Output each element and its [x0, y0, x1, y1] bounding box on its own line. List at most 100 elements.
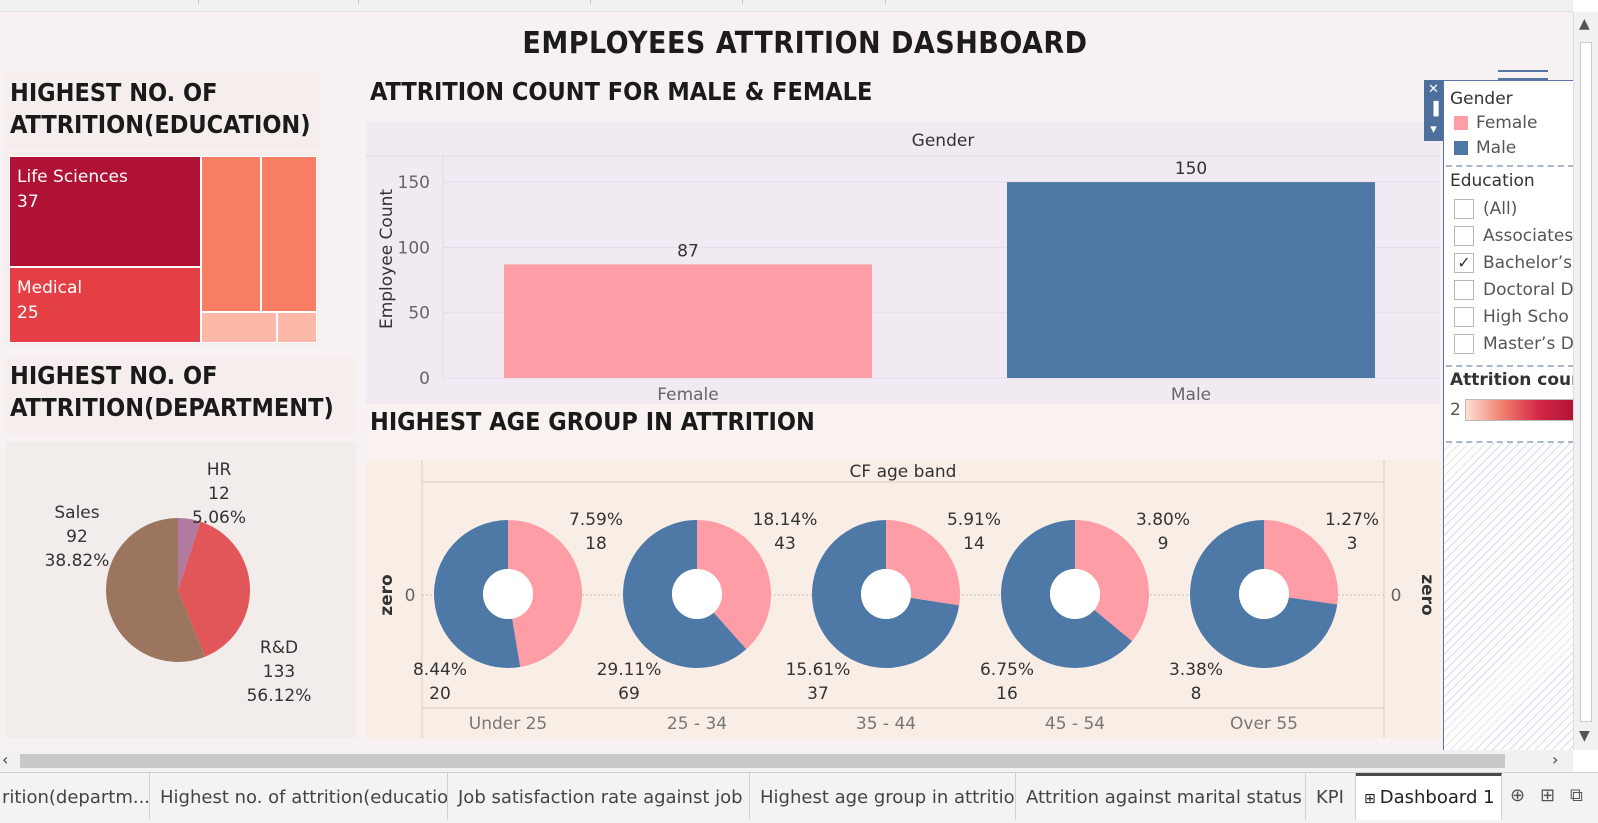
checkbox-checked[interactable]: ✓	[1454, 253, 1474, 273]
donut-slice-female[interactable]	[886, 520, 961, 606]
bar-label-female: 87	[677, 241, 699, 261]
donut-hole	[861, 569, 911, 619]
gender-bar-chart: Gender Employee Count 0 50 100 150 Female M…	[366, 131, 1440, 405]
age-donut-chart: CF age band zero zero 0 0 7.59% 18 8.44% 20…	[377, 460, 1437, 738]
vertical-scrollbar[interactable]: ▲ ▼	[1573, 12, 1598, 750]
tab-attrition-education[interactable]: Highest no. of attrition(education)	[150, 773, 448, 820]
pie-label-sales-name: Sales	[54, 503, 99, 523]
pie-slice-sales[interactable]	[178, 521, 251, 657]
education-title-line2: ATTRITION(EDUCATION)	[10, 110, 311, 139]
tab-job-satisfaction[interactable]: Job satisfaction rate against job ...	[448, 773, 750, 820]
x-tick-age-band: Under 25	[469, 714, 548, 734]
treemap-label: Life Sciences	[17, 167, 128, 187]
donut-label-male-count: 69	[618, 684, 640, 704]
filter-item-high-school[interactable]: High Scho	[1454, 307, 1569, 327]
treemap-cell[interactable]	[201, 312, 277, 343]
x-tick-age-band: 45 - 54	[1045, 714, 1105, 734]
donut-slice-male[interactable]	[434, 520, 521, 668]
legend-gender-title: Gender	[1450, 89, 1513, 109]
filter-label: Associates	[1483, 226, 1573, 246]
donut-slice-female[interactable]	[508, 520, 583, 667]
pin-icon[interactable]: ▐	[1428, 102, 1439, 117]
donut-label-male-pct: 3.38%	[1169, 660, 1223, 680]
filter-item-masters[interactable]: Master’s D	[1454, 334, 1573, 354]
bar-male[interactable]	[1007, 182, 1375, 378]
legend-controls: ✕ ▐ ▾	[1424, 80, 1443, 141]
checkbox[interactable]	[1454, 226, 1474, 246]
x-tick-male: Male	[1171, 385, 1211, 405]
new-dashboard-icon[interactable]: ⊞	[1540, 785, 1556, 806]
layout-container-handle[interactable]	[1498, 70, 1548, 80]
sheet-tabs: rition(departm... Highest no. of attriti…	[0, 772, 1598, 823]
education-treemap: Life Sciences 37 Medical 25	[5, 152, 319, 346]
bar-female[interactable]	[504, 264, 872, 378]
filter-item-associates[interactable]: Associates	[1454, 226, 1573, 246]
legend-item-male[interactable]: Male	[1454, 138, 1516, 158]
tab-age-group[interactable]: Highest age group in attrition	[750, 773, 1016, 820]
x-tick-female: Female	[657, 385, 718, 405]
treemap-cell[interactable]	[277, 312, 317, 343]
checkbox[interactable]	[1454, 199, 1474, 219]
new-worksheet-icon[interactable]: ⊕	[1510, 785, 1526, 806]
tab-attrition-department[interactable]: rition(departm...	[0, 773, 150, 820]
donut-label-male-pct: 29.11%	[597, 660, 662, 680]
donut-label-male-pct: 6.75%	[980, 660, 1034, 680]
gender-chart-header: Gender	[912, 131, 975, 151]
tab-dashboard-1[interactable]: ⊞ Dashboard 1	[1356, 773, 1502, 820]
x-tick-age-band: Over 55	[1230, 714, 1298, 734]
scroll-down-icon[interactable]: ▼	[1579, 728, 1590, 744]
legend-label: Female	[1476, 113, 1538, 133]
donut-slice-female[interactable]	[697, 520, 772, 650]
filter-education-title: Education	[1450, 171, 1535, 191]
filter-item-all[interactable]: (All)	[1454, 199, 1517, 219]
checkbox[interactable]	[1454, 334, 1474, 354]
age-donut-panel: CF age band zero zero 0 0 7.59% 18 8.44% 20…	[366, 460, 1440, 738]
legend-empty-area	[1444, 443, 1573, 754]
scroll-thumb[interactable]	[20, 754, 1505, 768]
pie-label-hr-count: 12	[208, 484, 230, 504]
close-icon[interactable]: ✕	[1428, 82, 1439, 97]
checkbox[interactable]	[1454, 307, 1474, 327]
donut-slice-female[interactable]	[1075, 520, 1149, 642]
x-tick-age-band: 35 - 44	[856, 714, 916, 734]
donut-hole	[1239, 569, 1289, 619]
top-tab-strip	[0, 0, 1573, 12]
scroll-right-icon[interactable]: ›	[1552, 750, 1559, 769]
age-axis-label-right: zero	[1417, 574, 1437, 616]
treemap-cell[interactable]	[201, 156, 261, 312]
tab-kpi[interactable]: KPI	[1306, 773, 1356, 820]
pie-slice-rd[interactable]	[105, 518, 206, 662]
y-tick-label: 0	[419, 369, 430, 389]
donut-slice-male[interactable]	[1190, 520, 1338, 668]
tab-marital-status[interactable]: Attrition against marital status	[1016, 773, 1306, 820]
donut-label-female-count: 3	[1347, 534, 1358, 554]
pie-label-sales-count: 92	[66, 527, 88, 547]
treemap-value: 37	[17, 192, 39, 212]
scroll-up-icon[interactable]: ▲	[1579, 16, 1590, 32]
treemap-cell-life-sciences[interactable]: Life Sciences 37	[9, 156, 201, 267]
age-title-panel	[366, 404, 1440, 460]
color-ramp	[1464, 399, 1573, 421]
legend-divider	[1446, 165, 1573, 167]
filter-item-bachelors[interactable]: ✓ Bachelor’s	[1454, 253, 1572, 273]
checkbox[interactable]	[1454, 280, 1474, 300]
scroll-thumb[interactable]	[1580, 42, 1592, 722]
scroll-left-icon[interactable]: ‹	[2, 750, 9, 769]
donut-label-male-count: 20	[429, 684, 451, 704]
new-story-icon[interactable]: ⧉	[1570, 785, 1583, 806]
treemap-cell[interactable]	[261, 156, 317, 312]
donut-slice-male[interactable]	[1001, 520, 1133, 668]
donut-hole	[483, 569, 533, 619]
filter-item-doctoral[interactable]: Doctoral D	[1454, 280, 1573, 300]
legend-item-female[interactable]: Female	[1454, 113, 1537, 133]
donut-slice-male[interactable]	[623, 520, 747, 668]
dropdown-arrow-icon[interactable]: ▾	[1430, 122, 1437, 137]
treemap-label: Medical	[17, 278, 83, 298]
age-zero-right: 0	[1391, 586, 1402, 606]
horizontal-scrollbar[interactable]: ‹ ›	[0, 750, 1573, 772]
pie-slice-hr[interactable]	[178, 518, 201, 590]
donut-slice-female[interactable]	[1264, 520, 1338, 605]
donut-slice-male[interactable]	[812, 520, 960, 668]
department-title-line2: ATTRITION(DEPARTMENT)	[10, 393, 334, 422]
treemap-cell-medical[interactable]: Medical 25	[9, 267, 201, 343]
